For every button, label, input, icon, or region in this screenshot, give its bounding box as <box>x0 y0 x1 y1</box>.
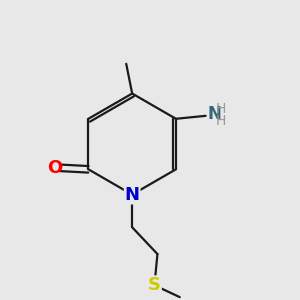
Text: S: S <box>148 276 161 294</box>
Text: N: N <box>125 186 140 204</box>
Text: O: O <box>47 159 62 177</box>
Text: N: N <box>207 105 221 123</box>
Text: H: H <box>215 114 226 128</box>
Text: H: H <box>215 102 226 116</box>
